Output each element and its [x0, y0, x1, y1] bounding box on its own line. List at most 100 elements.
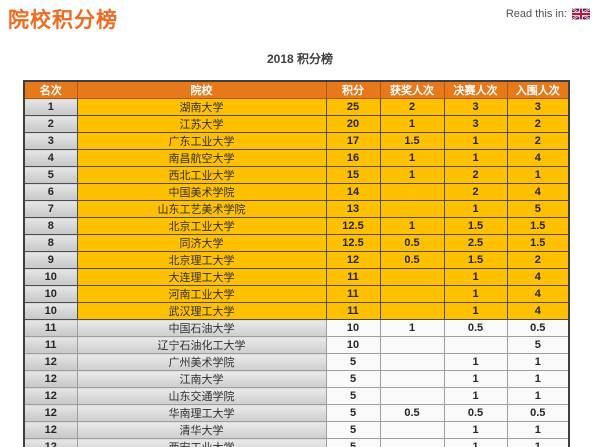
cell-rank: 12 [23, 421, 78, 439]
cell-awards: 1 [379, 166, 445, 184]
cell-shortlist: 1.5 [506, 234, 570, 252]
cell-finals: 1 [443, 370, 508, 388]
cell-shortlist: 1 [506, 387, 570, 405]
cell-points: 5 [325, 421, 381, 439]
cell-shortlist: 1 [506, 421, 570, 439]
cell-awards [379, 421, 445, 439]
cell-school: 华南理工大学 [76, 404, 327, 422]
cell-awards: 1.5 [379, 132, 445, 150]
table-row: 12 江南大学 5 1 1 [23, 370, 570, 388]
cell-shortlist: 0.5 [506, 404, 570, 422]
cell-finals: 1 [443, 200, 508, 218]
cell-points: 10 [325, 336, 381, 354]
cell-rank: 7 [23, 200, 78, 218]
cell-shortlist: 3 [506, 98, 570, 116]
cell-school: 西安工业大学 [76, 438, 327, 447]
cell-finals: 1.5 [443, 251, 508, 269]
cell-school: 同济大学 [76, 234, 327, 252]
cell-finals: 2.5 [443, 234, 508, 252]
cell-school: 南昌航空大学 [76, 149, 327, 167]
cell-shortlist: 4 [506, 285, 570, 303]
cell-shortlist: 5 [506, 336, 570, 354]
cell-school: 大连理工大学 [76, 268, 327, 286]
cell-finals: 1 [443, 268, 508, 286]
read-this-in-label: Read this in: [505, 8, 567, 20]
cell-school: 北京工业大学 [76, 217, 327, 235]
cell-shortlist: 1 [506, 166, 570, 184]
cell-points: 5 [325, 404, 381, 422]
cell-points: 10 [325, 319, 381, 337]
cell-school: 河南工业大学 [76, 285, 327, 303]
cell-points: 12 [325, 251, 381, 269]
table-row: 11 中国石油大学 10 1 0.5 0.5 [23, 319, 570, 337]
column-header-shortlist: 入围人次 [506, 80, 570, 99]
cell-points: 15 [325, 166, 381, 184]
table-row: 10 武汉理工大学 11 1 4 [23, 302, 570, 320]
cell-awards: 1 [379, 217, 445, 235]
cell-awards [379, 370, 445, 388]
cell-rank: 12 [23, 353, 78, 371]
cell-points: 5 [325, 370, 381, 388]
table-row: 8 同济大学 12.5 0.5 2.5 1.5 [23, 234, 570, 252]
cell-shortlist: 4 [506, 302, 570, 320]
table-row: 10 河南工业大学 11 1 4 [23, 285, 570, 303]
cell-shortlist: 2 [506, 115, 570, 133]
cell-rank: 11 [23, 319, 78, 337]
column-header-rank: 名次 [23, 80, 78, 99]
cell-rank: 5 [23, 166, 78, 184]
table-row: 3 广东工业大学 17 1.5 1 2 [23, 132, 570, 150]
cell-rank: 4 [23, 149, 78, 167]
cell-rank: 2 [23, 115, 78, 133]
page-title: 院校积分榜 [8, 9, 118, 32]
cell-awards [379, 387, 445, 405]
cell-rank: 3 [23, 132, 78, 150]
cell-finals: 3 [443, 115, 508, 133]
cell-shortlist: 2 [506, 132, 570, 150]
language-switcher: Read this in: [506, 8, 590, 20]
cell-rank: 10 [23, 302, 78, 320]
table-row: 6 中国美术学院 14 2 4 [23, 183, 570, 201]
cell-awards: 1 [379, 115, 445, 133]
cell-rank: 10 [23, 268, 78, 286]
cell-rank: 10 [23, 285, 78, 303]
cell-school: 西北工业大学 [76, 166, 327, 184]
table-row: 12 清华大学 5 1 1 [23, 421, 570, 439]
cell-school: 湖南大学 [76, 98, 327, 116]
uk-flag-icon[interactable] [572, 8, 590, 20]
cell-points: 16 [325, 149, 381, 167]
table-row: 5 西北工业大学 15 1 2 1 [23, 166, 570, 184]
table-row: 1 湖南大学 25 2 3 3 [23, 98, 570, 116]
table-row: 4 南昌航空大学 16 1 1 4 [23, 149, 570, 167]
cell-shortlist: 4 [506, 268, 570, 286]
cell-shortlist: 1 [506, 438, 570, 447]
cell-shortlist: 2 [506, 251, 570, 269]
cell-rank: 12 [23, 438, 78, 447]
cell-points: 11 [325, 302, 381, 320]
column-header-points: 积分 [325, 80, 381, 99]
cell-school: 武汉理工大学 [76, 302, 327, 320]
table-row: 2 江苏大学 20 1 3 2 [23, 115, 570, 133]
cell-finals [443, 336, 508, 354]
cell-rank: 8 [23, 217, 78, 235]
cell-points: 11 [325, 285, 381, 303]
cell-school: 山东工艺美术学院 [76, 200, 327, 218]
cell-finals: 0.5 [443, 319, 508, 337]
table-row: 12 华南理工大学 5 0.5 0.5 0.5 [23, 404, 570, 422]
table-row: 12 山东交通学院 5 1 1 [23, 387, 570, 405]
cell-rank: 8 [23, 234, 78, 252]
cell-finals: 2 [443, 166, 508, 184]
table-header-row: 名次 院校 积分 获奖人次 决赛人次 入围人次 [23, 80, 570, 99]
cell-finals: 1 [443, 438, 508, 447]
cell-shortlist: 1.5 [506, 217, 570, 235]
cell-points: 20 [325, 115, 381, 133]
cell-rank: 6 [23, 183, 78, 201]
cell-shortlist: 4 [506, 149, 570, 167]
column-header-school: 院校 [76, 80, 327, 99]
cell-awards [379, 268, 445, 286]
cell-shortlist: 5 [506, 200, 570, 218]
cell-finals: 1 [443, 421, 508, 439]
cell-finals: 1 [443, 387, 508, 405]
cell-school: 清华大学 [76, 421, 327, 439]
cell-awards [379, 302, 445, 320]
cell-awards [379, 438, 445, 447]
